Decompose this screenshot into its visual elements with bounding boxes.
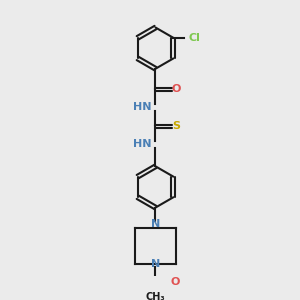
Text: O: O [171,84,181,94]
Text: O: O [171,277,180,287]
Text: CH₃: CH₃ [146,292,165,300]
Text: Cl: Cl [188,33,200,43]
Text: N: N [151,219,160,229]
Text: HN: HN [133,102,152,112]
Text: N: N [151,259,160,269]
Text: S: S [172,122,180,131]
Text: HN: HN [133,139,152,149]
